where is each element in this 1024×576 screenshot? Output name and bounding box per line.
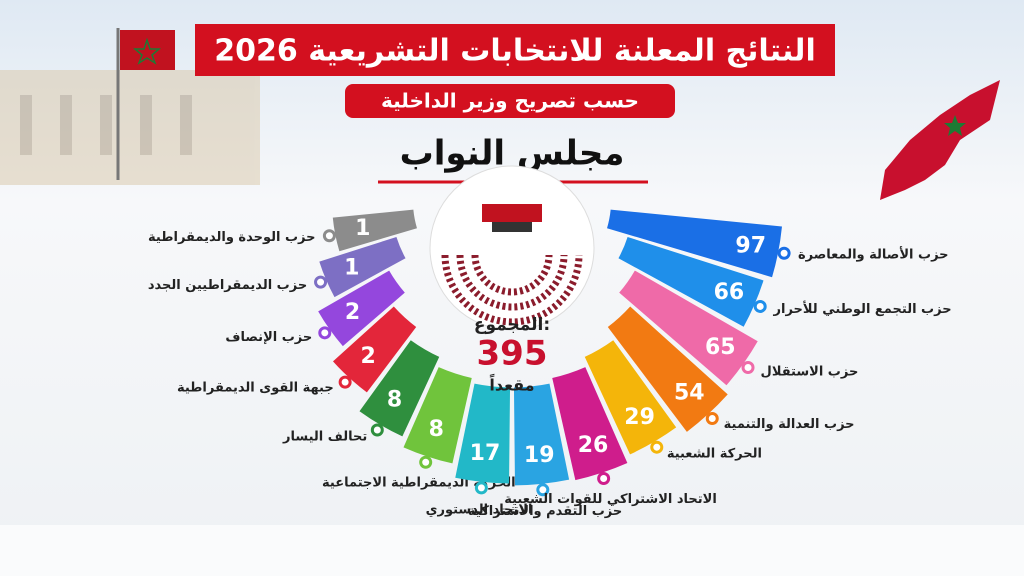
label-dot	[318, 326, 332, 340]
total-unit: مقعداً	[489, 373, 534, 395]
party-label: جبهة القوى الديمقراطية	[177, 381, 334, 396]
seat-bar	[607, 209, 782, 278]
label-dot	[777, 246, 791, 260]
value-label: 29	[624, 405, 655, 430]
flag	[116, 28, 175, 180]
value-label: 8	[387, 388, 402, 413]
seat-bar	[513, 383, 570, 486]
seat-bar	[455, 383, 511, 484]
value-label: 65	[705, 335, 736, 360]
label-dot	[338, 375, 352, 389]
label-dot	[322, 229, 336, 243]
seat-bar	[319, 236, 406, 298]
party-label: الاتحاد الاشتراكي للقوات الشعبية	[504, 492, 717, 507]
label-dot	[597, 471, 611, 485]
seat-bar	[619, 270, 758, 386]
party-label: تحالف اليسار	[282, 429, 367, 444]
party-label: حزب الإنصاف	[225, 330, 312, 345]
value-label: 2	[345, 300, 360, 325]
value-label: 54	[674, 380, 705, 405]
label-dot	[536, 483, 550, 497]
value-label: 1	[344, 256, 359, 281]
label-dot	[314, 275, 328, 289]
seat-chart: 1 حزب الوحدة والديمقراطية 1 حزب الديمقراطيي…	[148, 209, 952, 519]
title: النتائج المعلنة للانتخابات التشريعية 202…	[214, 34, 815, 69]
label-dot	[474, 481, 488, 495]
value-label: 19	[524, 443, 555, 468]
value-label: 1	[355, 216, 370, 241]
seat-bar	[332, 209, 417, 252]
total-label: المجموع:	[474, 315, 550, 335]
value-label: 66	[714, 280, 745, 305]
morocco-map	[880, 80, 1000, 200]
label-dot	[741, 360, 755, 374]
label-dot	[650, 440, 664, 454]
seat-bar	[332, 306, 417, 393]
party-label: حزب العدالة والتنمية	[724, 417, 855, 432]
value-label: 26	[578, 433, 609, 458]
party-label: حزب الوحدة والديمقراطية	[148, 230, 315, 245]
party-label: حزب التقدم والاشتراكية	[468, 504, 622, 519]
total-value: 395	[477, 334, 548, 374]
party-label: حزب الاستقلال	[761, 365, 859, 380]
seat-bar	[584, 340, 677, 455]
label-dot	[419, 455, 433, 469]
party-label: حزب الديمقراطيين الجدد	[148, 278, 307, 293]
value-label: 2	[360, 344, 375, 369]
party-label: الاتحاد الدستوري	[426, 502, 533, 517]
label-dot	[705, 412, 719, 426]
value-label: 17	[470, 441, 501, 466]
title-banner	[195, 24, 835, 76]
value-label: 8	[429, 417, 444, 442]
seat-bar	[403, 367, 472, 464]
footer-band	[0, 525, 1024, 576]
seat-bar	[318, 270, 405, 347]
party-label: الحركة الشعبية	[667, 447, 762, 462]
party-label: حزب الأصالة والمعاصرة	[798, 245, 949, 262]
seat-bar	[607, 306, 728, 432]
seat-bar	[359, 340, 440, 437]
subtitle-box	[345, 84, 675, 118]
building-left	[0, 70, 260, 185]
value-label: 97	[735, 234, 766, 259]
seat-bar	[618, 236, 764, 327]
party-label: حزب التجمع الوطني للأحرار	[773, 300, 952, 317]
hemicycle-icon	[429, 165, 595, 331]
subtitle: حسب تصريح وزير الداخلية	[381, 89, 639, 113]
seat-bar	[552, 367, 628, 481]
label-dot	[370, 423, 384, 437]
label-dot	[753, 299, 767, 313]
